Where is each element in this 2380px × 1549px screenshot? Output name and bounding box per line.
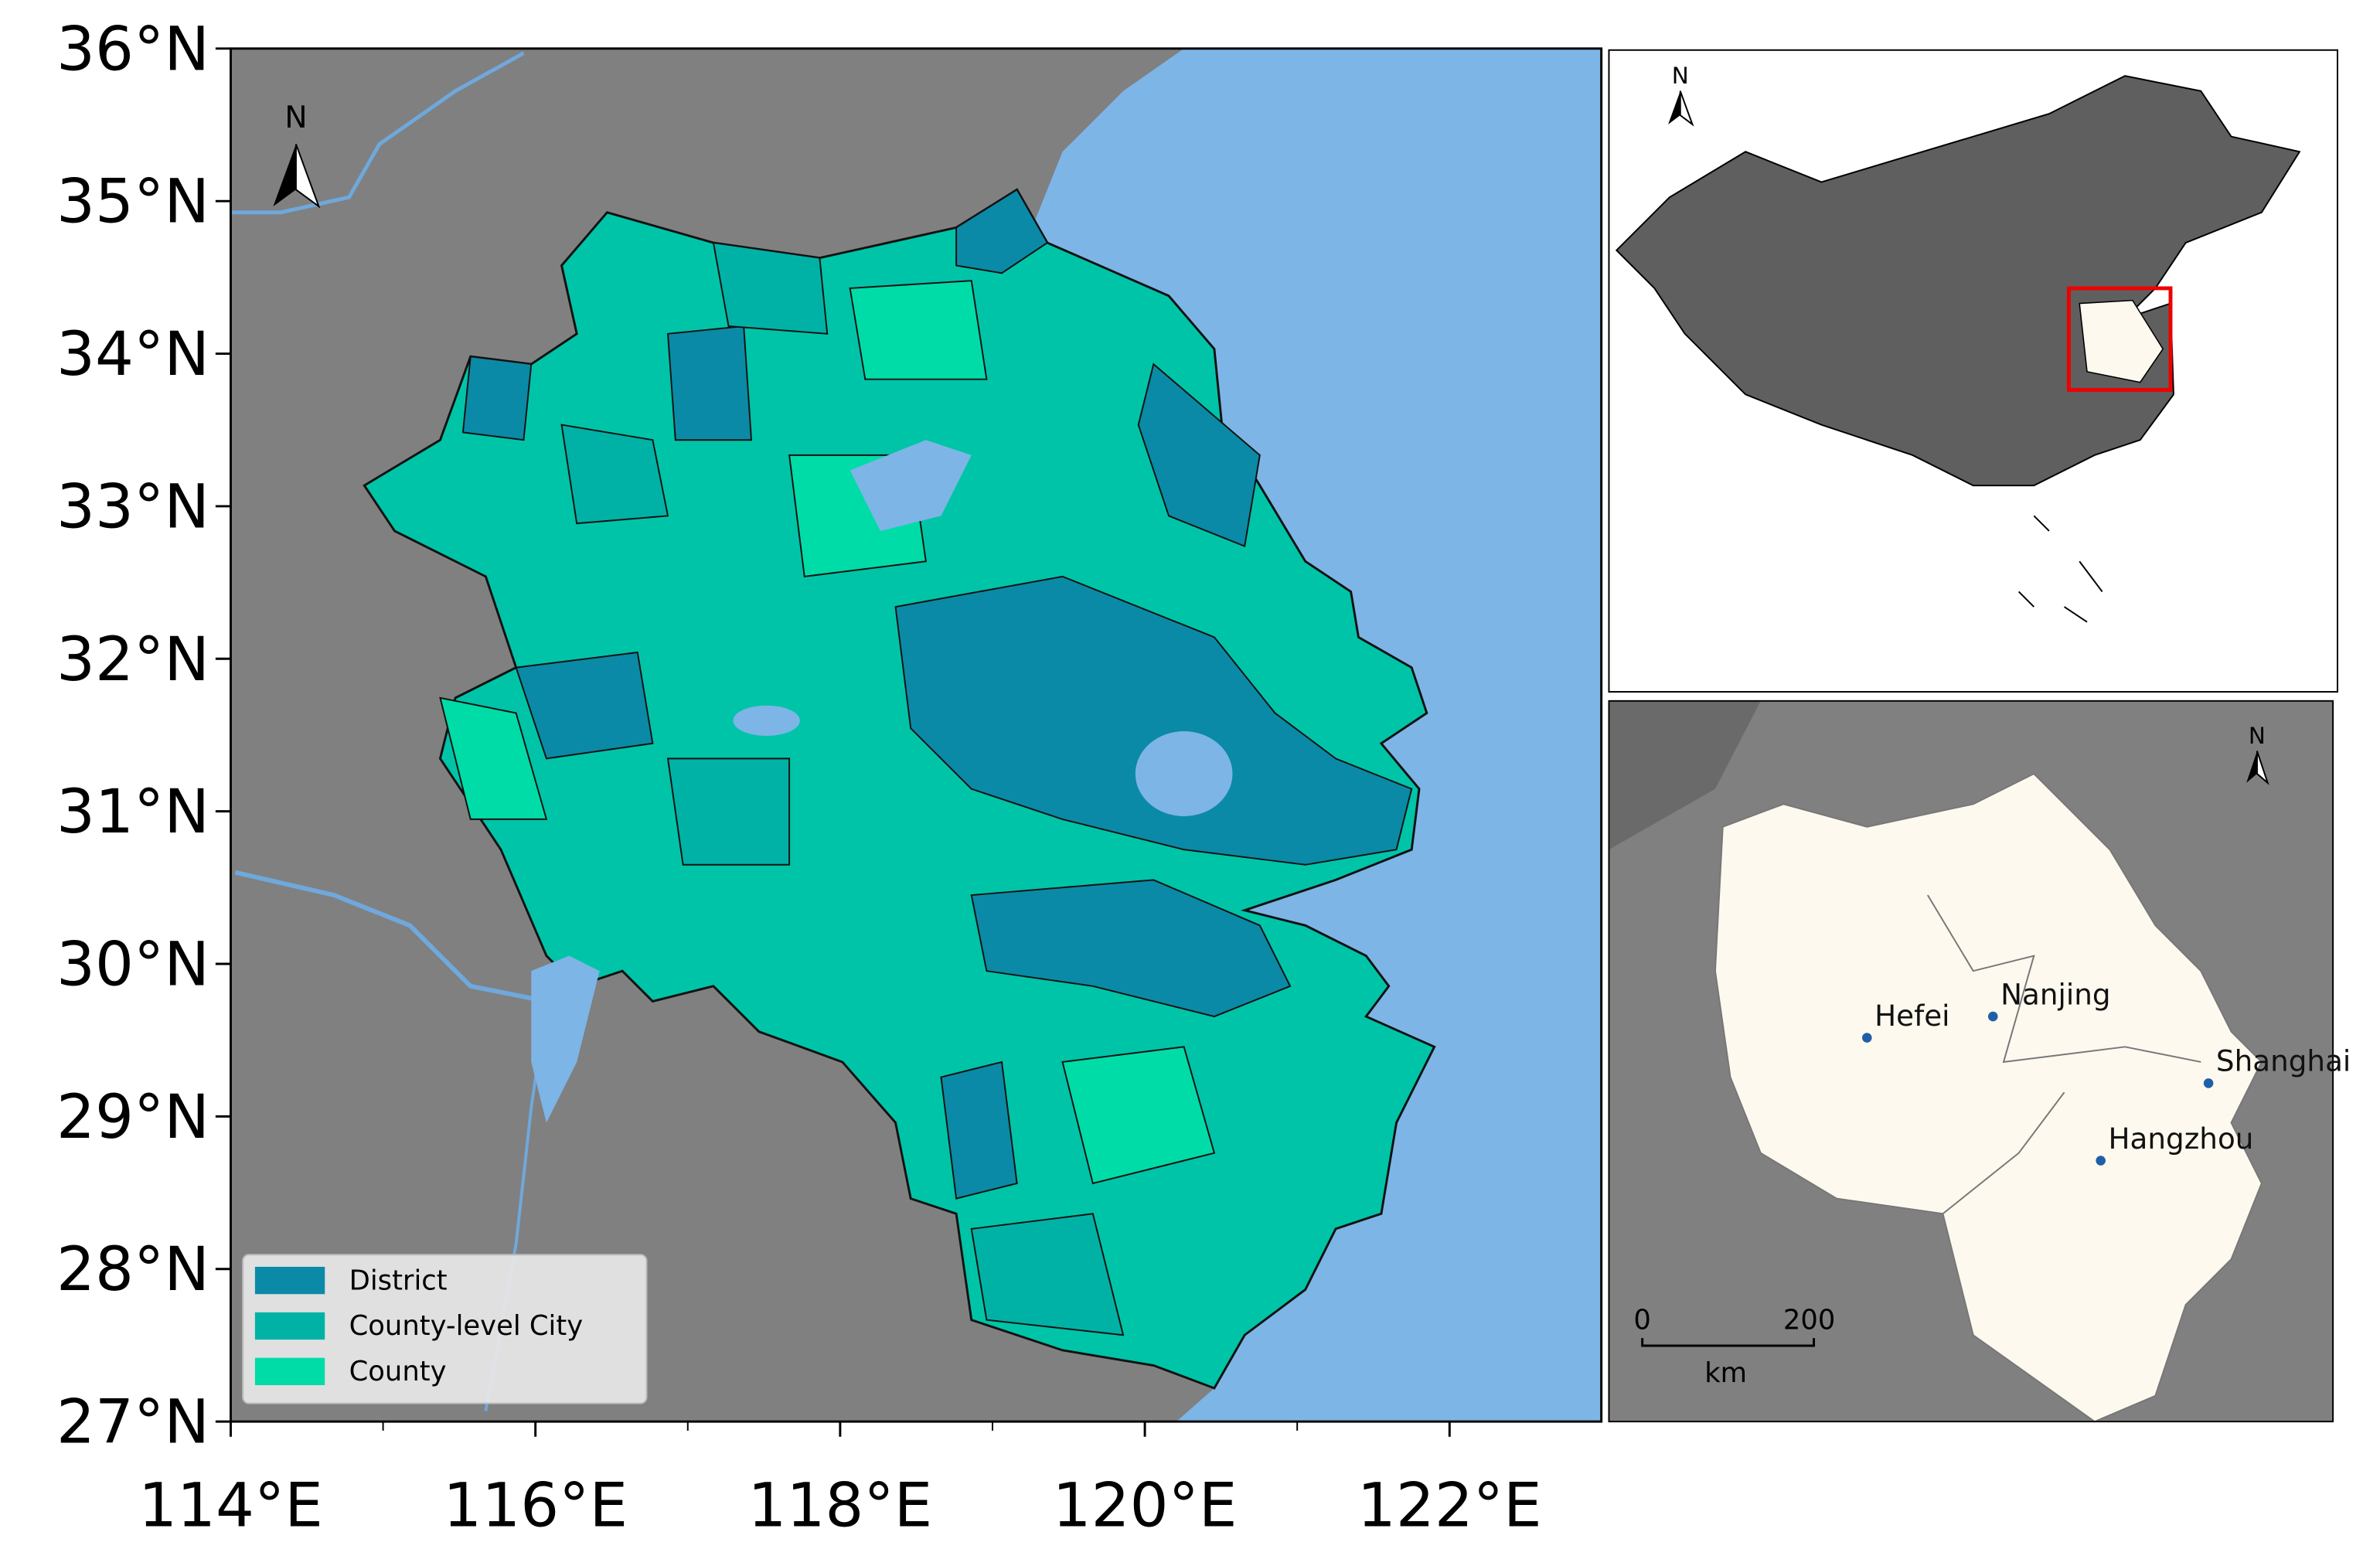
city-label: Nanjing — [2000, 977, 2110, 1011]
legend-label: County — [349, 1356, 447, 1387]
north-label: N — [1672, 63, 1689, 89]
lat-label: 31°N — [56, 776, 209, 847]
legend-box — [242, 1254, 648, 1404]
lon-label: 122°E — [1357, 1470, 1542, 1541]
city-dot — [1987, 1011, 1998, 1022]
lake — [531, 955, 600, 1123]
lat-label: 35°N — [56, 166, 209, 237]
lake — [733, 705, 800, 736]
study-area — [2079, 299, 2164, 383]
city-label: Hangzhou — [2109, 1122, 2254, 1156]
legend: District County-level City County — [242, 1254, 648, 1404]
legend-label: County-level City — [349, 1310, 584, 1342]
legend-swatch — [254, 1312, 325, 1340]
main-map: N District County-level City County 36°N 35… — [56, 13, 1603, 1541]
lat-label: 36°N — [56, 13, 209, 84]
city-dot — [2096, 1156, 2106, 1166]
lake — [1135, 731, 1233, 816]
county-level-city — [666, 757, 791, 866]
county — [1061, 1046, 1216, 1185]
lon-label: 120°E — [1053, 1470, 1238, 1541]
lat-label: 27°N — [56, 1387, 209, 1458]
county — [849, 280, 988, 380]
province-border — [1926, 894, 2201, 1214]
city-dot — [1862, 1033, 1872, 1043]
county-level-city — [712, 241, 829, 335]
north-label: N — [2249, 723, 2266, 749]
sea — [1032, 48, 1602, 1422]
neighbor — [1609, 700, 1761, 850]
lat-label: 33°N — [56, 471, 209, 542]
district-patches — [439, 188, 1413, 1336]
lat-label: 34°N — [56, 318, 209, 390]
scale-start: 0 — [1633, 1304, 1650, 1336]
axes: 36°N 35°N 34°N 33°N 32°N 31°N 30°N 29°N 28°N 27°N… — [56, 13, 1542, 1540]
lat-label: 28°N — [56, 1234, 209, 1305]
district — [666, 325, 753, 441]
arrow-half — [2256, 751, 2269, 785]
lon-label: 118°E — [747, 1470, 932, 1541]
lakes — [531, 440, 1233, 1123]
district — [940, 1060, 1018, 1200]
district — [1137, 363, 1261, 547]
arrow-half — [1679, 90, 1694, 127]
lat-label: 30°N — [56, 929, 209, 1000]
islands — [2017, 515, 2103, 623]
county-level-city — [560, 424, 669, 525]
arrow-half — [2246, 751, 2257, 783]
scale-end: 200 — [1783, 1304, 1835, 1336]
detail-map: N Hefei Nanjing Shanghai Hangzhou 0 200 km — [1608, 700, 2351, 1423]
district — [515, 651, 654, 760]
highlight-box — [2066, 286, 2173, 392]
river — [230, 51, 525, 215]
lat-label: 29°N — [56, 1081, 209, 1152]
city-dot — [2203, 1078, 2214, 1088]
legend-swatch — [254, 1266, 325, 1295]
lon-label: 116°E — [443, 1470, 628, 1541]
north-label: N — [284, 100, 307, 135]
overview-map: N — [1608, 49, 2338, 693]
lon-label: 114°E — [138, 1470, 323, 1541]
lat-label: 32°N — [56, 624, 209, 695]
legend-swatch — [254, 1357, 325, 1386]
county — [439, 696, 548, 820]
lake — [850, 440, 972, 531]
cities: Hefei Nanjing Shanghai Hangzhou — [1862, 977, 2351, 1166]
city-label: Shanghai — [2216, 1044, 2351, 1078]
scale-unit: km — [1704, 1357, 1747, 1389]
district — [461, 356, 533, 441]
study-region — [1714, 772, 2263, 1423]
district — [955, 188, 1049, 274]
inset-frame — [1608, 700, 2334, 1423]
scale-bar — [1641, 1338, 1816, 1347]
frame — [230, 47, 1603, 1423]
arrow-half — [295, 144, 321, 209]
district — [894, 575, 1413, 866]
district — [970, 879, 1292, 1018]
legend-label: District — [349, 1265, 448, 1296]
city-label: Hefei — [1874, 999, 1949, 1033]
county-level-city — [970, 1213, 1125, 1336]
